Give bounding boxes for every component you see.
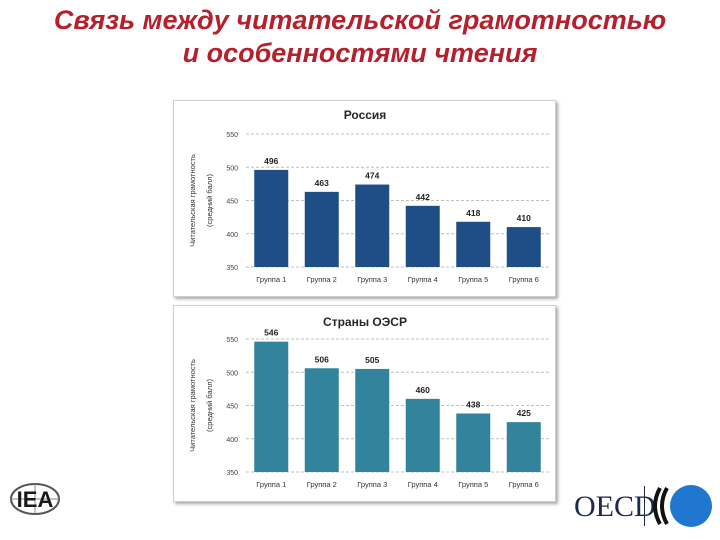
oecd-x-tick-label: Группа 2 (307, 480, 337, 489)
oecd-bar (506, 422, 541, 472)
oecd-data-label: 460 (416, 385, 430, 395)
oecd-bar (355, 368, 390, 472)
oecd-logo-text: OECD (574, 490, 656, 523)
russia-bar (254, 169, 289, 267)
oecd-x-tick-label: Группа 6 (509, 480, 539, 489)
russia-data-label: 474 (365, 171, 379, 181)
oecd-bar (304, 368, 339, 472)
oecd-y-axis-label-line2: (средний балл) (205, 379, 214, 432)
iea-logo: IEA (8, 482, 62, 516)
russia-x-tick-label: Группа 5 (458, 275, 488, 284)
slide-title-line1: Связь между читательской грамотностью (53, 5, 667, 35)
oecd-x-tick-label: Группа 4 (408, 480, 438, 489)
russia-chart-title: Россия (344, 108, 387, 122)
oecd-y-axis-label-line1: Читательская грамотность (188, 359, 197, 452)
russia-data-label: 410 (517, 213, 531, 223)
oecd-logo: OECD (570, 480, 716, 532)
russia-chart-panel: Россия 350 400 450 500 550 Читательская грамот… (173, 100, 556, 297)
oecd-y-tick-label: 450 (226, 404, 238, 411)
iea-logo-text: IEA (17, 487, 54, 512)
oecd-bar-chart: Страны ОЭСР 350 400 450 500 550 Читательская г… (188, 315, 549, 489)
oecd-data-label: 425 (517, 408, 531, 418)
russia-y-tick-label: 400 (226, 232, 238, 239)
oecd-y-tick-label: 550 (226, 337, 238, 344)
russia-y-axis-label-line1: Читательская грамотность (188, 154, 197, 247)
oecd-y-tick-label: 350 (226, 470, 238, 477)
oecd-bar (456, 413, 491, 472)
oecd-data-label: 506 (315, 354, 329, 364)
oecd-chart-title: Страны ОЭСР (323, 315, 407, 329)
oecd-bar (405, 398, 440, 472)
russia-x-tick-label: Группа 3 (357, 275, 387, 284)
russia-data-label: 463 (315, 178, 329, 188)
russia-y-tick-label: 350 (226, 265, 238, 272)
oecd-y-tick-label: 500 (226, 370, 238, 377)
oecd-y-tick-label: 400 (226, 437, 238, 444)
oecd-data-label: 546 (264, 328, 278, 338)
oecd-data-label: 438 (466, 399, 480, 409)
oecd-x-tick-label: Группа 3 (357, 480, 387, 489)
russia-x-tick-label: Группа 6 (509, 275, 539, 284)
oecd-data-label: 505 (365, 355, 379, 365)
slide-title: Связь между читательской грамотностью и … (0, 4, 720, 70)
oecd-bar (254, 341, 289, 472)
russia-bar (304, 191, 339, 267)
russia-data-label: 496 (264, 156, 278, 166)
oecd-x-tick-label: Группа 5 (458, 480, 488, 489)
russia-x-tick-label: Группа 2 (307, 275, 337, 284)
russia-bar (355, 184, 390, 267)
russia-x-tick-label: Группа 1 (256, 275, 286, 284)
russia-y-axis-label-line2: (средний балл) (205, 174, 214, 227)
russia-y-tick-label: 450 (226, 199, 238, 206)
russia-y-tick-label: 500 (226, 165, 238, 172)
russia-bar (456, 221, 491, 267)
russia-data-label: 442 (416, 192, 430, 202)
russia-x-tick-label: Группа 4 (408, 275, 438, 284)
oecd-chart-panel: Страны ОЭСР 350 400 450 500 550 Читательская г… (173, 305, 556, 502)
slide-title-line2: и особенностями чтения (182, 38, 538, 68)
russia-bar (506, 227, 541, 267)
russia-data-label: 418 (466, 208, 480, 218)
oecd-x-tick-label: Группа 1 (256, 480, 286, 489)
russia-bar-chart: Россия 350 400 450 500 550 Читательская грамот… (188, 108, 549, 284)
russia-y-tick-label: 550 (226, 132, 238, 139)
russia-bar (405, 205, 440, 267)
